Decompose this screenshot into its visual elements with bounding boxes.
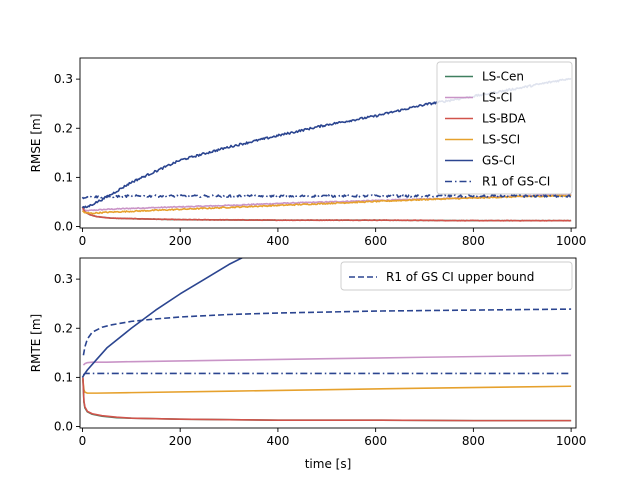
legend: LS-Cen LS-CI LS-BDA LS-SCI GS-CI R1 of GS-CI [436, 61, 573, 195]
legend-label-ls-sci: LS-SCI [482, 133, 520, 147]
series-line-r1-of-gs-ci-upper-bound [82, 308, 572, 356]
y-tick-label: 0.3 [54, 272, 73, 286]
x-tick-label: 1000 [556, 234, 587, 248]
x-tick-label: 400 [266, 234, 289, 248]
series-line-unnamed-2 [82, 354, 572, 366]
plot-frame [79, 257, 577, 429]
y-tick-label: 0.3 [54, 72, 73, 86]
y-tick-label: 0.0 [54, 420, 73, 434]
legend-box [340, 261, 573, 291]
chart-panel-2: 0 200 400 600 800 1000 0.0 0.1 0.2 0.3 RMTE [m] tim… [29, 257, 586, 471]
legend: R1 of GS CI upper bound [340, 261, 573, 291]
y-tick-label: 0.2 [54, 321, 73, 335]
y-tick-label: 0.1 [54, 170, 73, 184]
series-lines [81, 77, 572, 222]
y-tick-label: 0.0 [54, 220, 73, 234]
x-tick-label: 200 [169, 234, 192, 248]
x-tick-label: 0 [79, 434, 87, 448]
x-tick-label: 200 [169, 434, 192, 448]
series-line-r1-of-gs-ci [81, 194, 572, 200]
series-line-ls-bda [81, 206, 572, 222]
legend-label-ls-cen: LS-Cen [482, 70, 524, 84]
x-tick-label: 600 [364, 234, 387, 248]
series-line-unnamed-5 [82, 377, 572, 422]
x-tick-label: 400 [266, 434, 289, 448]
x-tick-label: 800 [462, 234, 485, 248]
x-axis-label: time [s] [305, 457, 352, 471]
plot-frame [79, 57, 577, 229]
legend-label-gs-ci: GS-CI [482, 154, 515, 168]
legend-label-ls-bda: LS-BDA [482, 112, 526, 126]
series-line-unnamed-6 [81, 258, 244, 378]
series-lines [81, 258, 572, 422]
x-tick-label: 600 [364, 434, 387, 448]
y-axis-label: RMSE [m] [29, 114, 43, 173]
legend-label-r1-of-gs-ci-upper-bound: R1 of GS CI upper bound [386, 270, 534, 284]
series-line-ls-sci [81, 194, 572, 215]
x-tick-label: 1000 [556, 434, 587, 448]
series-line-unnamed-4 [82, 378, 572, 422]
x-tick-label: 800 [462, 434, 485, 448]
legend-label-ls-ci: LS-CI [482, 91, 513, 105]
y-axis-label: RMTE [m] [29, 314, 43, 372]
chart-panel-1: 0 200 400 600 800 1000 0.0 0.1 0.2 0.3 RMSE [m] LS-… [29, 57, 587, 248]
legend-label-r1-of-gs-ci: R1 of GS-CI [482, 175, 550, 189]
series-line-unnamed-1 [82, 372, 572, 376]
y-tick-label: 0.1 [54, 370, 73, 384]
x-tick-label: 0 [79, 234, 87, 248]
y-tick-label: 0.2 [54, 121, 73, 135]
series-line-unnamed-3 [82, 379, 572, 394]
